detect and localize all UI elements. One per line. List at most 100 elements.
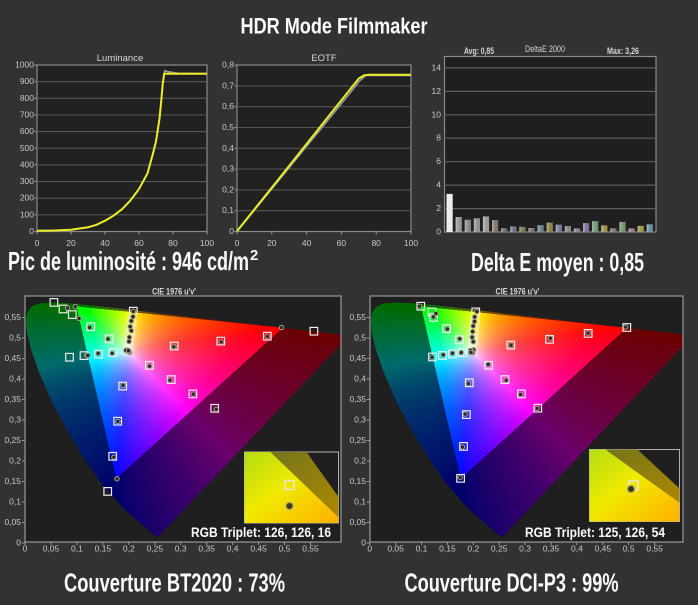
svg-text:0,05: 0,05	[43, 544, 60, 554]
svg-text:Luminance: Luminance	[97, 53, 143, 64]
svg-text:0,55: 0,55	[646, 544, 663, 554]
svg-text:80: 80	[168, 238, 178, 248]
svg-text:0,4: 0,4	[9, 374, 21, 384]
svg-text:0,05: 0,05	[387, 544, 404, 554]
svg-text:0,35: 0,35	[543, 544, 560, 554]
svg-text:0,25: 0,25	[147, 544, 164, 554]
svg-text:EOTF: EOTF	[311, 53, 337, 64]
svg-text:0: 0	[35, 238, 40, 248]
svg-text:0,05: 0,05	[4, 517, 21, 527]
svg-text:DeltaE 2000: DeltaE 2000	[525, 44, 565, 55]
svg-text:0,2: 0,2	[9, 456, 21, 466]
svg-text:0,15: 0,15	[439, 544, 456, 554]
svg-text:0,3: 0,3	[9, 415, 21, 425]
svg-text:0,4: 0,4	[571, 544, 583, 554]
svg-text:2: 2	[436, 203, 441, 213]
svg-text:100: 100	[20, 209, 34, 219]
svg-text:0: 0	[23, 544, 28, 554]
svg-text:900: 900	[20, 76, 34, 86]
svg-text:0,2: 0,2	[467, 544, 479, 554]
svg-text:0: 0	[436, 227, 441, 237]
svg-text:0,5: 0,5	[623, 544, 635, 554]
svg-text:20: 20	[66, 238, 76, 248]
svg-text:0: 0	[229, 226, 234, 236]
svg-text:0,15: 0,15	[4, 476, 21, 486]
svg-text:Avg: 0,85: Avg: 0,85	[464, 46, 495, 57]
svg-text:0,15: 0,15	[95, 544, 112, 554]
svg-text:6: 6	[436, 156, 441, 166]
svg-text:0,3: 0,3	[175, 544, 187, 554]
svg-text:0,5: 0,5	[9, 333, 21, 343]
svg-text:0,1: 0,1	[416, 544, 428, 554]
svg-text:CIE 1976 u'v': CIE 1976 u'v'	[152, 287, 196, 298]
svg-text:0,35: 0,35	[198, 544, 215, 554]
svg-text:700: 700	[20, 110, 34, 120]
svg-text:0,15: 0,15	[349, 476, 366, 486]
svg-text:200: 200	[20, 193, 34, 203]
svg-text:100: 100	[404, 238, 418, 248]
svg-text:20: 20	[267, 238, 277, 248]
svg-text:0,25: 0,25	[349, 435, 366, 445]
svg-text:0,3: 0,3	[222, 164, 234, 174]
svg-text:0,5: 0,5	[279, 544, 291, 554]
svg-text:0,4: 0,4	[354, 374, 366, 384]
svg-text:CIE 1976 u'v': CIE 1976 u'v'	[496, 287, 540, 298]
svg-text:0,45: 0,45	[349, 353, 366, 363]
svg-text:0,2: 0,2	[354, 456, 366, 466]
svg-text:0,2: 0,2	[123, 544, 135, 554]
svg-text:400: 400	[20, 159, 34, 169]
svg-text:0: 0	[235, 238, 240, 248]
svg-text:0: 0	[16, 538, 21, 548]
svg-text:Couverture BT2020 : 73%: Couverture BT2020 : 73%	[64, 568, 285, 598]
svg-text:0,6: 0,6	[222, 101, 234, 111]
svg-text:0,55: 0,55	[302, 544, 319, 554]
svg-text:60: 60	[337, 238, 347, 248]
svg-text:40: 40	[100, 238, 110, 248]
svg-text:300: 300	[20, 176, 34, 186]
svg-text:12: 12	[432, 86, 442, 96]
svg-text:0,7: 0,7	[222, 80, 234, 90]
svg-text:100: 100	[200, 238, 214, 248]
svg-text:0,4: 0,4	[222, 143, 234, 153]
svg-text:0,1: 0,1	[71, 544, 83, 554]
svg-text:0,4: 0,4	[227, 544, 239, 554]
svg-text:60: 60	[134, 238, 144, 248]
svg-text:0,5: 0,5	[354, 333, 366, 343]
svg-text:0,1: 0,1	[9, 497, 21, 507]
svg-text:Pic de luminosité : 946 cd/m: Pic de luminosité : 946 cd/m	[8, 246, 249, 276]
svg-text:0: 0	[367, 544, 372, 554]
svg-text:Couverture DCI-P3 : 99%: Couverture DCI-P3 : 99%	[405, 568, 619, 598]
svg-text:0,45: 0,45	[250, 544, 267, 554]
svg-text:0,1: 0,1	[222, 205, 234, 215]
svg-text:4: 4	[436, 180, 441, 190]
svg-text:0,35: 0,35	[4, 394, 21, 404]
svg-text:0,45: 0,45	[4, 353, 21, 363]
svg-text:RGB Triplet: 125, 126, 54: RGB Triplet: 125, 126, 54	[525, 525, 665, 540]
svg-text:0,1: 0,1	[354, 497, 366, 507]
svg-text:0,35: 0,35	[349, 394, 366, 404]
svg-text:2: 2	[250, 247, 258, 264]
svg-text:Max: 3,26: Max: 3,26	[607, 46, 639, 57]
svg-text:0,8: 0,8	[222, 60, 234, 70]
svg-text:RGB Triplet: 126, 126, 16: RGB Triplet: 126, 126, 16	[191, 525, 331, 540]
svg-text:0,5: 0,5	[222, 122, 234, 132]
svg-text:0,25: 0,25	[4, 435, 21, 445]
svg-text:1000: 1000	[15, 60, 34, 70]
svg-text:0,55: 0,55	[4, 312, 21, 322]
svg-text:600: 600	[20, 126, 34, 136]
svg-text:0: 0	[29, 226, 34, 236]
svg-text:10: 10	[432, 109, 442, 119]
svg-text:0,3: 0,3	[519, 544, 531, 554]
svg-text:40: 40	[302, 238, 312, 248]
svg-text:0,05: 0,05	[349, 517, 366, 527]
svg-text:0,3: 0,3	[354, 415, 366, 425]
svg-text:0,2: 0,2	[222, 184, 234, 194]
svg-text:0,25: 0,25	[491, 544, 508, 554]
svg-text:0,55: 0,55	[349, 312, 366, 322]
svg-text:800: 800	[20, 93, 34, 103]
svg-text:0: 0	[361, 538, 366, 548]
svg-text:14: 14	[432, 62, 442, 72]
svg-text:HDR Mode Filmmaker: HDR Mode Filmmaker	[241, 14, 428, 39]
svg-text:80: 80	[371, 238, 381, 248]
svg-text:500: 500	[20, 143, 34, 153]
